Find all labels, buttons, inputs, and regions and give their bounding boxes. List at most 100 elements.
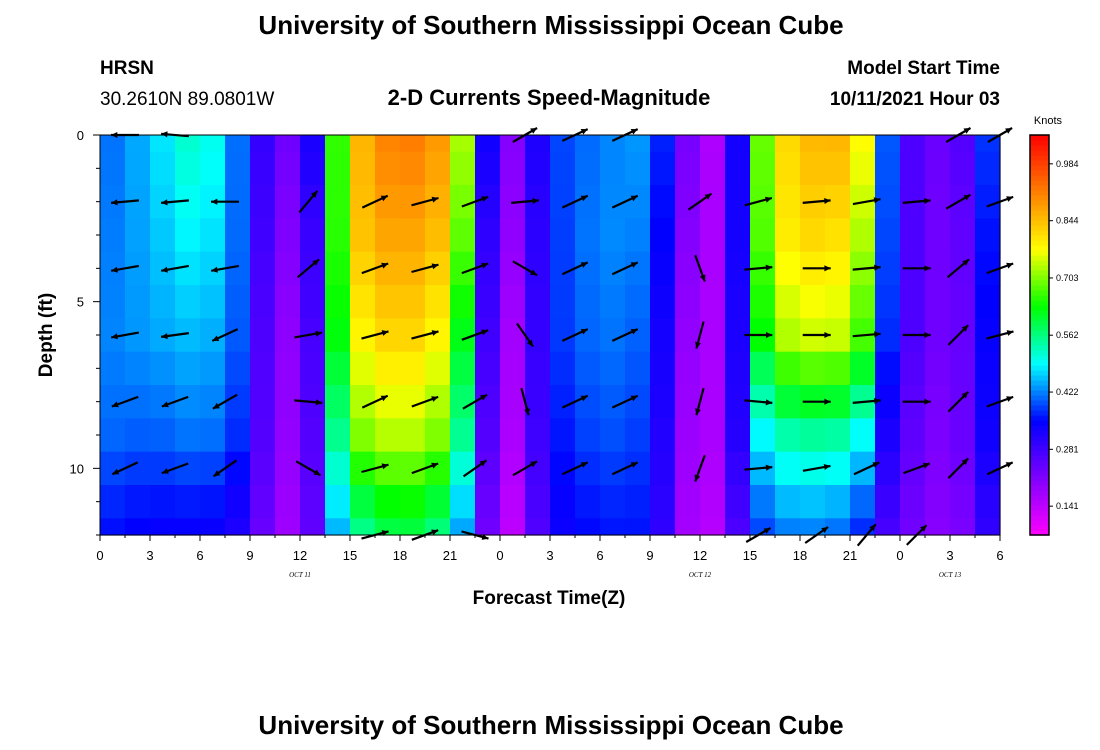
heatmap-cell bbox=[675, 418, 701, 453]
heatmap-cell bbox=[275, 485, 301, 519]
heatmap-cell bbox=[825, 451, 851, 486]
heatmap-cell bbox=[575, 151, 601, 186]
current-arrow bbox=[852, 398, 881, 404]
heatmap-cell bbox=[950, 485, 976, 519]
heatmap-cell bbox=[800, 285, 826, 319]
heatmap-cell bbox=[225, 135, 251, 153]
current-arrow bbox=[561, 394, 589, 409]
heatmap-cell bbox=[600, 285, 626, 319]
heatmap-cell bbox=[425, 451, 451, 486]
heatmap-cell bbox=[400, 418, 426, 453]
heatmap-cell bbox=[675, 185, 701, 219]
current-arrow bbox=[511, 198, 539, 204]
heatmap-cell bbox=[800, 485, 826, 519]
colorbar-band bbox=[1030, 320, 1049, 326]
station-name: HRSN bbox=[100, 58, 154, 79]
current-arrow bbox=[802, 265, 831, 272]
heatmap-cell bbox=[575, 251, 601, 286]
heatmap-cell bbox=[850, 418, 876, 453]
heatmap-cell bbox=[725, 351, 751, 386]
heatmap-cell bbox=[475, 185, 501, 219]
heatmap-cell bbox=[875, 518, 901, 536]
heatmap-cell bbox=[325, 385, 351, 419]
heatmap-cell bbox=[350, 285, 376, 319]
heatmap-cell bbox=[950, 418, 976, 453]
heatmap-cell bbox=[625, 151, 651, 186]
heatmap-cell bbox=[775, 518, 801, 536]
heatmap-cell bbox=[250, 318, 276, 353]
x-tick-label: 3 bbox=[146, 548, 153, 563]
heatmap-cell bbox=[650, 251, 676, 286]
colorbar-band bbox=[1030, 445, 1049, 451]
heatmap-cell bbox=[625, 385, 651, 419]
heatmap-cell bbox=[325, 251, 351, 286]
current-arrow bbox=[294, 399, 323, 406]
current-arrow bbox=[852, 331, 881, 338]
colorbar-tick-label: 0.141 bbox=[1056, 501, 1079, 511]
heatmap-cell bbox=[775, 351, 801, 386]
heatmap-cell bbox=[800, 151, 826, 186]
heatmap-cell bbox=[200, 151, 226, 186]
heatmap-cell bbox=[200, 518, 226, 536]
x-tick-label: 18 bbox=[393, 548, 407, 563]
heatmap-cell bbox=[125, 451, 151, 486]
heatmap-cell bbox=[900, 418, 926, 453]
colorbar-tick-label: 0.281 bbox=[1056, 444, 1079, 454]
heatmap-cell bbox=[600, 485, 626, 519]
heatmap-cell bbox=[300, 518, 326, 536]
heatmap-cell bbox=[525, 251, 551, 286]
heatmap-cell bbox=[925, 151, 951, 186]
day-label: OCT 11 bbox=[289, 571, 311, 579]
current-arrow bbox=[802, 398, 831, 405]
heatmap-cell bbox=[425, 418, 451, 453]
heatmap-cell bbox=[300, 218, 326, 253]
colorbar-band bbox=[1030, 480, 1049, 486]
heatmap-cell bbox=[525, 318, 551, 353]
heatmap-cell bbox=[450, 385, 476, 419]
colorbar-band bbox=[1030, 380, 1049, 386]
heatmap-cell bbox=[400, 518, 426, 536]
heatmap-cell bbox=[350, 485, 376, 519]
heatmap-cell bbox=[575, 218, 601, 253]
heatmap-cell bbox=[525, 285, 551, 319]
current-arrow bbox=[211, 198, 239, 205]
heatmap-cell bbox=[500, 485, 526, 519]
current-arrow bbox=[111, 264, 139, 273]
heatmap-cell bbox=[725, 518, 751, 536]
heatmap-cell bbox=[950, 135, 976, 153]
colorbar-band bbox=[1030, 295, 1049, 301]
x-tick-label: 15 bbox=[743, 548, 757, 563]
chart-subtitle: 2-D Currents Speed-Magnitude bbox=[388, 85, 711, 110]
colorbar-tick-label: 0.984 bbox=[1056, 159, 1079, 169]
heatmap-cell bbox=[275, 418, 301, 453]
heatmap-cell bbox=[850, 451, 876, 486]
heatmap-cell bbox=[850, 285, 876, 319]
heatmap-cell bbox=[550, 251, 576, 286]
colorbar-band bbox=[1030, 420, 1049, 426]
heatmap-cell bbox=[250, 485, 276, 519]
speed-heatmap bbox=[100, 135, 1001, 536]
heatmap-cell bbox=[275, 151, 301, 186]
current-arrow bbox=[902, 265, 931, 272]
current-arrow bbox=[903, 462, 931, 475]
heatmap-cell bbox=[775, 251, 801, 286]
heatmap-cell bbox=[275, 318, 301, 353]
heatmap-cell bbox=[650, 218, 676, 253]
heatmap-cell bbox=[750, 135, 776, 153]
heatmap-cell bbox=[900, 351, 926, 386]
heatmap-cell bbox=[175, 385, 201, 419]
heatmap-cell bbox=[475, 318, 501, 353]
current-arrow bbox=[111, 199, 139, 206]
colorbar-band bbox=[1030, 240, 1049, 246]
heatmap-cell bbox=[175, 518, 201, 536]
heatmap-cell bbox=[700, 351, 726, 386]
footer-title: University of Southern Mississippi Ocean… bbox=[258, 710, 843, 740]
colorbar-band bbox=[1030, 250, 1049, 256]
heatmap-cell bbox=[175, 135, 201, 153]
heatmap-cell bbox=[450, 451, 476, 486]
colorbar-band bbox=[1030, 455, 1049, 461]
heatmap-cell bbox=[700, 318, 726, 353]
heatmap-cell bbox=[150, 285, 176, 319]
colorbar-band bbox=[1030, 205, 1049, 211]
heatmap-cell bbox=[175, 351, 201, 386]
